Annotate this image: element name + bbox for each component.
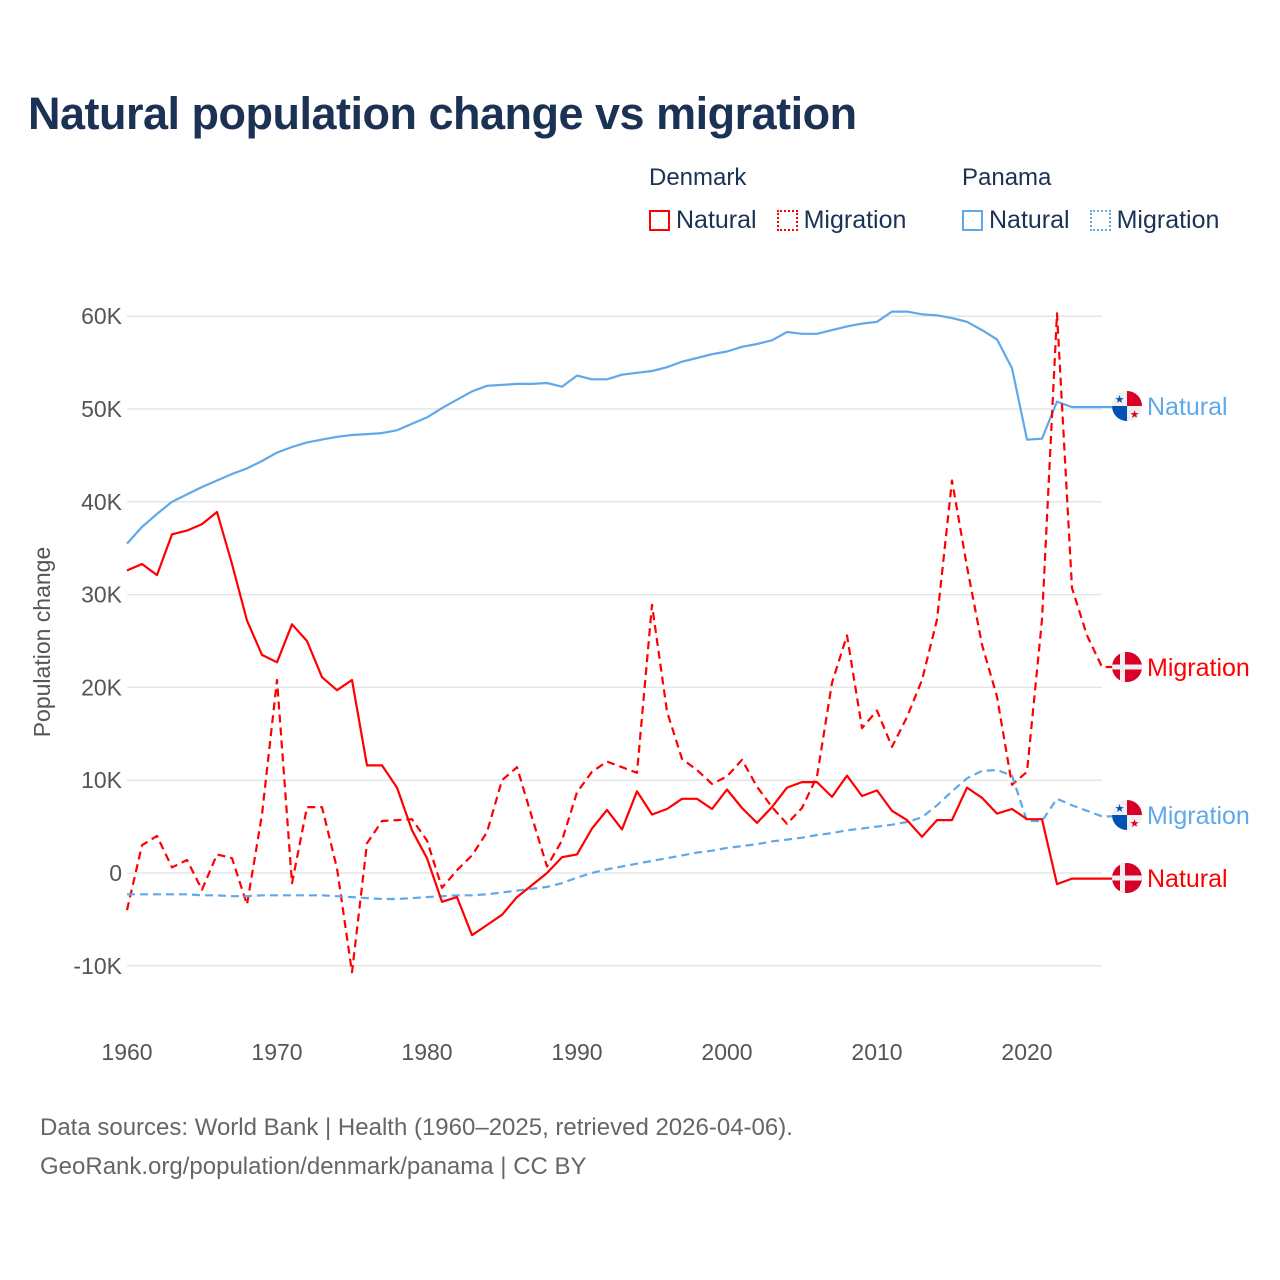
y-tick-label: 60K bbox=[81, 303, 123, 329]
y-axis: -10K 0 10K 20K 30K 40K 50K 60K bbox=[73, 303, 122, 979]
svg-text:★: ★ bbox=[1130, 409, 1140, 421]
end-label: Natural bbox=[1147, 865, 1228, 893]
x-tick-label: 1970 bbox=[251, 1039, 302, 1065]
series-line-panama-migration bbox=[127, 768, 1112, 901]
legend-denmark-natural[interactable]: Natural bbox=[649, 206, 757, 235]
legend-country-panama: Panama bbox=[962, 164, 1052, 191]
x-tick-label: 1960 bbox=[101, 1039, 152, 1065]
attribution-link[interactable]: GeoRank.org/population/denmark/panama | … bbox=[40, 1153, 587, 1180]
legend-group-denmark: Denmark Natural Migration bbox=[649, 164, 918, 235]
x-axis: 1960 1970 1980 1990 2000 2010 2020 bbox=[101, 1039, 1052, 1065]
series-line-panama-natural bbox=[126, 310, 1112, 545]
x-tick-label: 1990 bbox=[551, 1039, 602, 1065]
legend-panama-natural[interactable]: Natural bbox=[962, 206, 1070, 235]
y-tick-label: 30K bbox=[81, 582, 123, 608]
series-lines bbox=[125, 310, 1112, 974]
legend-group-panama: Panama Natural Migration bbox=[962, 164, 1231, 235]
y-tick-label: -10K bbox=[73, 953, 122, 979]
panama-flag-icon: ★★ bbox=[1112, 391, 1142, 421]
data-source-text: Data sources: World Bank | Health (1960–… bbox=[40, 1114, 793, 1141]
gridlines bbox=[127, 315, 1102, 967]
legend-label: Natural bbox=[676, 206, 757, 234]
denmark-flag-icon bbox=[1112, 863, 1142, 893]
footer: Data sources: World Bank | Health (1960–… bbox=[40, 1108, 793, 1186]
legend-label: Migration bbox=[1116, 206, 1220, 234]
y-tick-label: 20K bbox=[81, 674, 123, 700]
y-tick-label: 50K bbox=[81, 396, 123, 422]
x-tick-label: 1980 bbox=[401, 1039, 452, 1065]
svg-text:★: ★ bbox=[1115, 803, 1125, 815]
y-tick-label: 40K bbox=[81, 489, 123, 515]
series-line-denmark-migration bbox=[125, 312, 1112, 974]
legend-label: Natural bbox=[989, 206, 1070, 234]
y-tick-label: 10K bbox=[81, 767, 123, 793]
legend-country-denmark: Denmark bbox=[649, 164, 747, 191]
end-label: Natural bbox=[1147, 393, 1228, 421]
panama-flag-icon: ★★ bbox=[1112, 800, 1142, 830]
legend-swatch-solid bbox=[649, 210, 670, 231]
legend-panama-migration[interactable]: Migration bbox=[1089, 206, 1220, 235]
legend-label: Migration bbox=[803, 206, 907, 234]
legend-swatch-dotted bbox=[776, 210, 798, 231]
legend-swatch-dotted bbox=[1089, 210, 1111, 231]
svg-text:★: ★ bbox=[1130, 818, 1140, 830]
y-axis-label: Population change bbox=[29, 547, 55, 738]
end-label: Migration bbox=[1147, 654, 1250, 682]
x-tick-label: 2000 bbox=[701, 1039, 752, 1065]
svg-text:★: ★ bbox=[1115, 394, 1125, 406]
x-tick-label: 2020 bbox=[1001, 1039, 1052, 1065]
chart-title: Natural population change vs migration bbox=[28, 88, 857, 139]
legend-denmark-migration[interactable]: Migration bbox=[776, 206, 907, 235]
denmark-flag-icon bbox=[1112, 652, 1142, 682]
end-label: Migration bbox=[1147, 802, 1250, 830]
legend-swatch-solid bbox=[962, 210, 983, 231]
x-tick-label: 2010 bbox=[851, 1039, 902, 1065]
y-tick-label: 0 bbox=[109, 860, 122, 886]
series-line-denmark-natural bbox=[126, 510, 1112, 937]
